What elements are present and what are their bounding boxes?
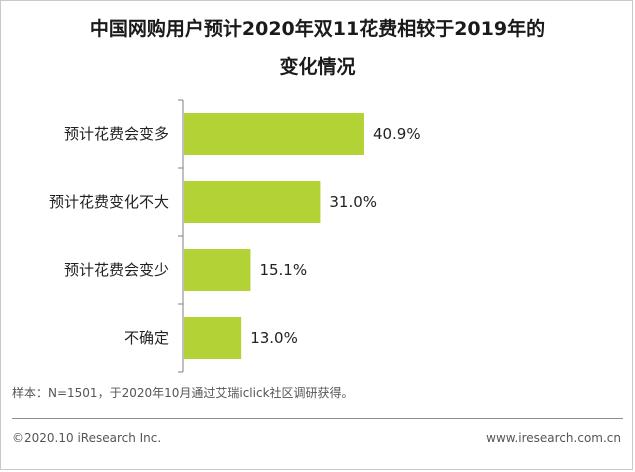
website-link[interactable]: www.iresearch.com.cn: [486, 431, 621, 445]
bar: [184, 317, 242, 359]
bar: [184, 249, 251, 291]
data-label: 15.1%: [259, 261, 307, 279]
category-label: 预计花费变化不大: [49, 193, 169, 211]
footer-divider: [12, 418, 623, 419]
category-label: 不确定: [124, 329, 169, 347]
data-label: 13.0%: [250, 329, 298, 347]
sample-note: 样本：N=1501，于2020年10月通过艾瑞iclick社区调研获得。: [12, 386, 354, 400]
copyright-text: ©2020.10 iResearch Inc.: [12, 431, 162, 445]
chart-title-line-1: 中国网购用户预计2020年双11花费相较于2019年的: [89, 18, 546, 40]
chart-title: 中国网购用户预计2020年双11花费相较于2019年的 变化情况: [0, 10, 635, 86]
bar: [184, 181, 321, 223]
category-label: 预计花费会变多: [64, 125, 169, 143]
bar: [184, 113, 364, 155]
data-label: 40.9%: [373, 125, 421, 143]
category-label: 预计花费会变少: [64, 261, 169, 279]
chart-title-line-2: 变化情况: [279, 56, 356, 78]
data-label: 31.0%: [329, 193, 377, 211]
